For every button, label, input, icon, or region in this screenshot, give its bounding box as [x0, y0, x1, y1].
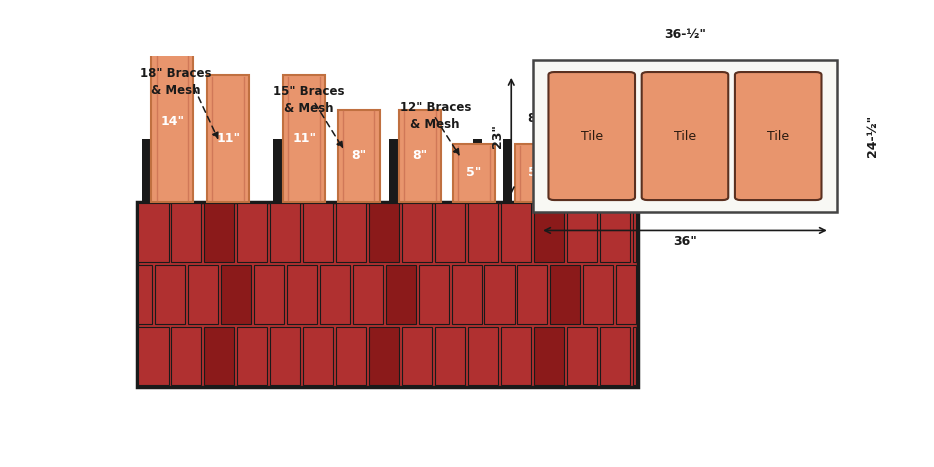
Bar	[517, 265, 547, 324]
Text: 11": 11"	[292, 132, 317, 145]
Bar	[473, 139, 482, 204]
Bar	[435, 203, 465, 262]
Bar	[501, 203, 531, 262]
Bar	[237, 326, 267, 385]
Bar	[336, 203, 366, 262]
Bar	[172, 326, 202, 385]
Text: 12" Braces
& Mesh: 12" Braces & Mesh	[400, 101, 471, 131]
Bar	[534, 326, 564, 385]
Bar	[389, 139, 398, 204]
Bar	[453, 144, 495, 202]
Bar	[151, 41, 193, 202]
Bar	[485, 265, 515, 324]
Bar	[403, 203, 432, 262]
Bar	[143, 139, 152, 204]
Bar	[205, 203, 234, 262]
Bar	[138, 203, 168, 262]
Text: 14": 14"	[161, 114, 185, 127]
Text: Tile: Tile	[581, 129, 602, 142]
Bar	[589, 139, 600, 204]
Text: 8": 8"	[351, 149, 366, 162]
Text: 24-½": 24-½"	[866, 115, 879, 157]
Bar	[287, 265, 317, 324]
Bar	[567, 203, 597, 262]
FancyBboxPatch shape	[548, 72, 635, 200]
Bar	[358, 139, 368, 204]
FancyBboxPatch shape	[642, 72, 729, 200]
Bar	[237, 203, 267, 262]
Bar	[207, 75, 249, 202]
Bar	[336, 326, 366, 385]
FancyBboxPatch shape	[735, 72, 822, 200]
Bar	[567, 326, 597, 385]
Bar	[600, 326, 630, 385]
Bar	[632, 326, 636, 385]
Bar	[138, 265, 152, 324]
Bar	[369, 203, 399, 262]
Text: 5": 5"	[466, 166, 481, 179]
Bar	[403, 326, 432, 385]
Bar	[501, 326, 531, 385]
Bar	[270, 326, 301, 385]
Bar	[353, 265, 383, 324]
Bar	[138, 326, 168, 385]
Bar	[241, 139, 250, 204]
Text: 8" Braces
& Mesh: 8" Braces & Mesh	[528, 112, 591, 142]
Bar	[399, 110, 441, 202]
Bar	[172, 203, 202, 262]
Bar	[137, 202, 638, 387]
Bar	[632, 203, 636, 262]
Bar	[468, 326, 498, 385]
Bar	[533, 60, 837, 212]
Bar	[319, 265, 349, 324]
Bar	[502, 139, 513, 204]
Text: 11": 11"	[216, 132, 240, 145]
Text: 15" Braces
& Mesh: 15" Braces & Mesh	[273, 85, 345, 115]
Bar	[273, 139, 282, 204]
Bar	[270, 203, 301, 262]
Text: 18" Braces
& Mesh: 18" Braces & Mesh	[140, 67, 212, 97]
Bar	[550, 265, 580, 324]
Bar	[337, 110, 379, 202]
Text: 5": 5"	[528, 166, 544, 179]
Bar	[283, 75, 325, 202]
Text: 23": 23"	[491, 124, 504, 148]
Bar	[616, 265, 636, 324]
Bar	[304, 203, 333, 262]
Bar	[254, 265, 284, 324]
Text: Tile: Tile	[767, 129, 789, 142]
Text: 36": 36"	[673, 235, 697, 248]
Text: Tile: Tile	[674, 129, 696, 142]
Bar	[435, 326, 465, 385]
Bar	[600, 203, 630, 262]
Bar	[468, 203, 498, 262]
Bar	[515, 144, 557, 202]
Text: 36-½": 36-½"	[664, 28, 706, 41]
Bar	[155, 265, 185, 324]
Bar	[205, 326, 234, 385]
Bar	[386, 265, 416, 324]
Bar	[304, 326, 333, 385]
Bar	[188, 265, 218, 324]
Bar	[584, 265, 614, 324]
Bar	[418, 265, 448, 324]
Text: 8": 8"	[413, 149, 428, 162]
Bar	[220, 265, 251, 324]
Bar	[534, 203, 564, 262]
Bar	[369, 326, 399, 385]
Bar	[451, 265, 482, 324]
